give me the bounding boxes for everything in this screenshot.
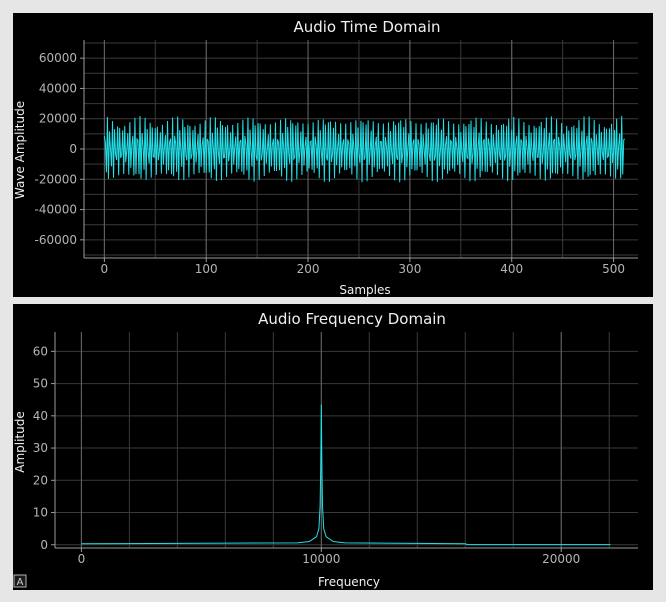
time-x-tick-label: 0 bbox=[101, 262, 109, 276]
time-x-tick-label: 400 bbox=[500, 262, 523, 276]
time-y-tick-label: 0 bbox=[69, 142, 77, 156]
frequency-domain-plot[interactable]: 0 10000 20000 60 50 40 30 20 10 0 Audio Frequency… bbox=[13, 304, 653, 590]
freq-y-tick-label: 10 bbox=[33, 506, 48, 520]
time-y-tick-label: -20000 bbox=[34, 172, 77, 186]
freq-y-axis-label: Amplitude bbox=[13, 411, 27, 473]
time-y-tick-label: -40000 bbox=[34, 203, 77, 217]
time-y-tick-label: 20000 bbox=[39, 112, 77, 126]
time-x-tick-label: 300 bbox=[398, 262, 421, 276]
time-domain-series-line bbox=[103, 115, 626, 183]
freq-x-tick-label: 10000 bbox=[302, 552, 340, 566]
freq-x-tick-label: 0 bbox=[78, 552, 86, 566]
time-y-axis-label: Wave Amplitude bbox=[13, 101, 27, 199]
freq-plot-background bbox=[13, 304, 653, 590]
freq-x-axis-label: Frequency bbox=[318, 575, 380, 589]
freq-y-tick-label: 50 bbox=[33, 377, 48, 391]
time-plot-title: Audio Time Domain bbox=[293, 18, 440, 36]
auto-range-button-label: A bbox=[17, 577, 24, 588]
freq-y-tick-label: 0 bbox=[40, 538, 48, 552]
freq-x-tick-label: 20000 bbox=[542, 552, 580, 566]
time-x-tick-label: 200 bbox=[297, 262, 320, 276]
time-y-tick-label: 40000 bbox=[39, 81, 77, 95]
auto-range-button[interactable]: A bbox=[13, 574, 27, 588]
freq-y-tick-label: 30 bbox=[33, 441, 48, 455]
time-domain-plot[interactable]: 0 100 200 300 400 500 60000 40000 20000 0 -20000 -4… bbox=[13, 13, 653, 297]
time-plot-background bbox=[13, 13, 653, 297]
freq-plot-title: Audio Frequency Domain bbox=[258, 310, 446, 328]
freq-plot-ticks: 0 10000 20000 60 50 40 30 20 10 0 bbox=[33, 344, 581, 566]
time-x-tick-label: 500 bbox=[602, 262, 625, 276]
time-x-axis-label: Samples bbox=[339, 283, 390, 297]
time-plot-ticks: 0 100 200 300 400 500 60000 40000 20000 0 -20000 -4… bbox=[34, 51, 625, 276]
freq-plot-grid bbox=[55, 332, 638, 548]
time-y-tick-label: -60000 bbox=[34, 233, 77, 247]
auto-range-button-frame bbox=[13, 574, 27, 588]
freq-y-tick-label: 60 bbox=[33, 344, 48, 358]
frequency-domain-series-line bbox=[81, 404, 611, 546]
freq-y-tick-label: 40 bbox=[33, 409, 48, 423]
time-x-tick-label: 100 bbox=[195, 262, 218, 276]
freq-y-tick-label: 20 bbox=[33, 473, 48, 487]
time-y-tick-label: 60000 bbox=[39, 51, 77, 65]
